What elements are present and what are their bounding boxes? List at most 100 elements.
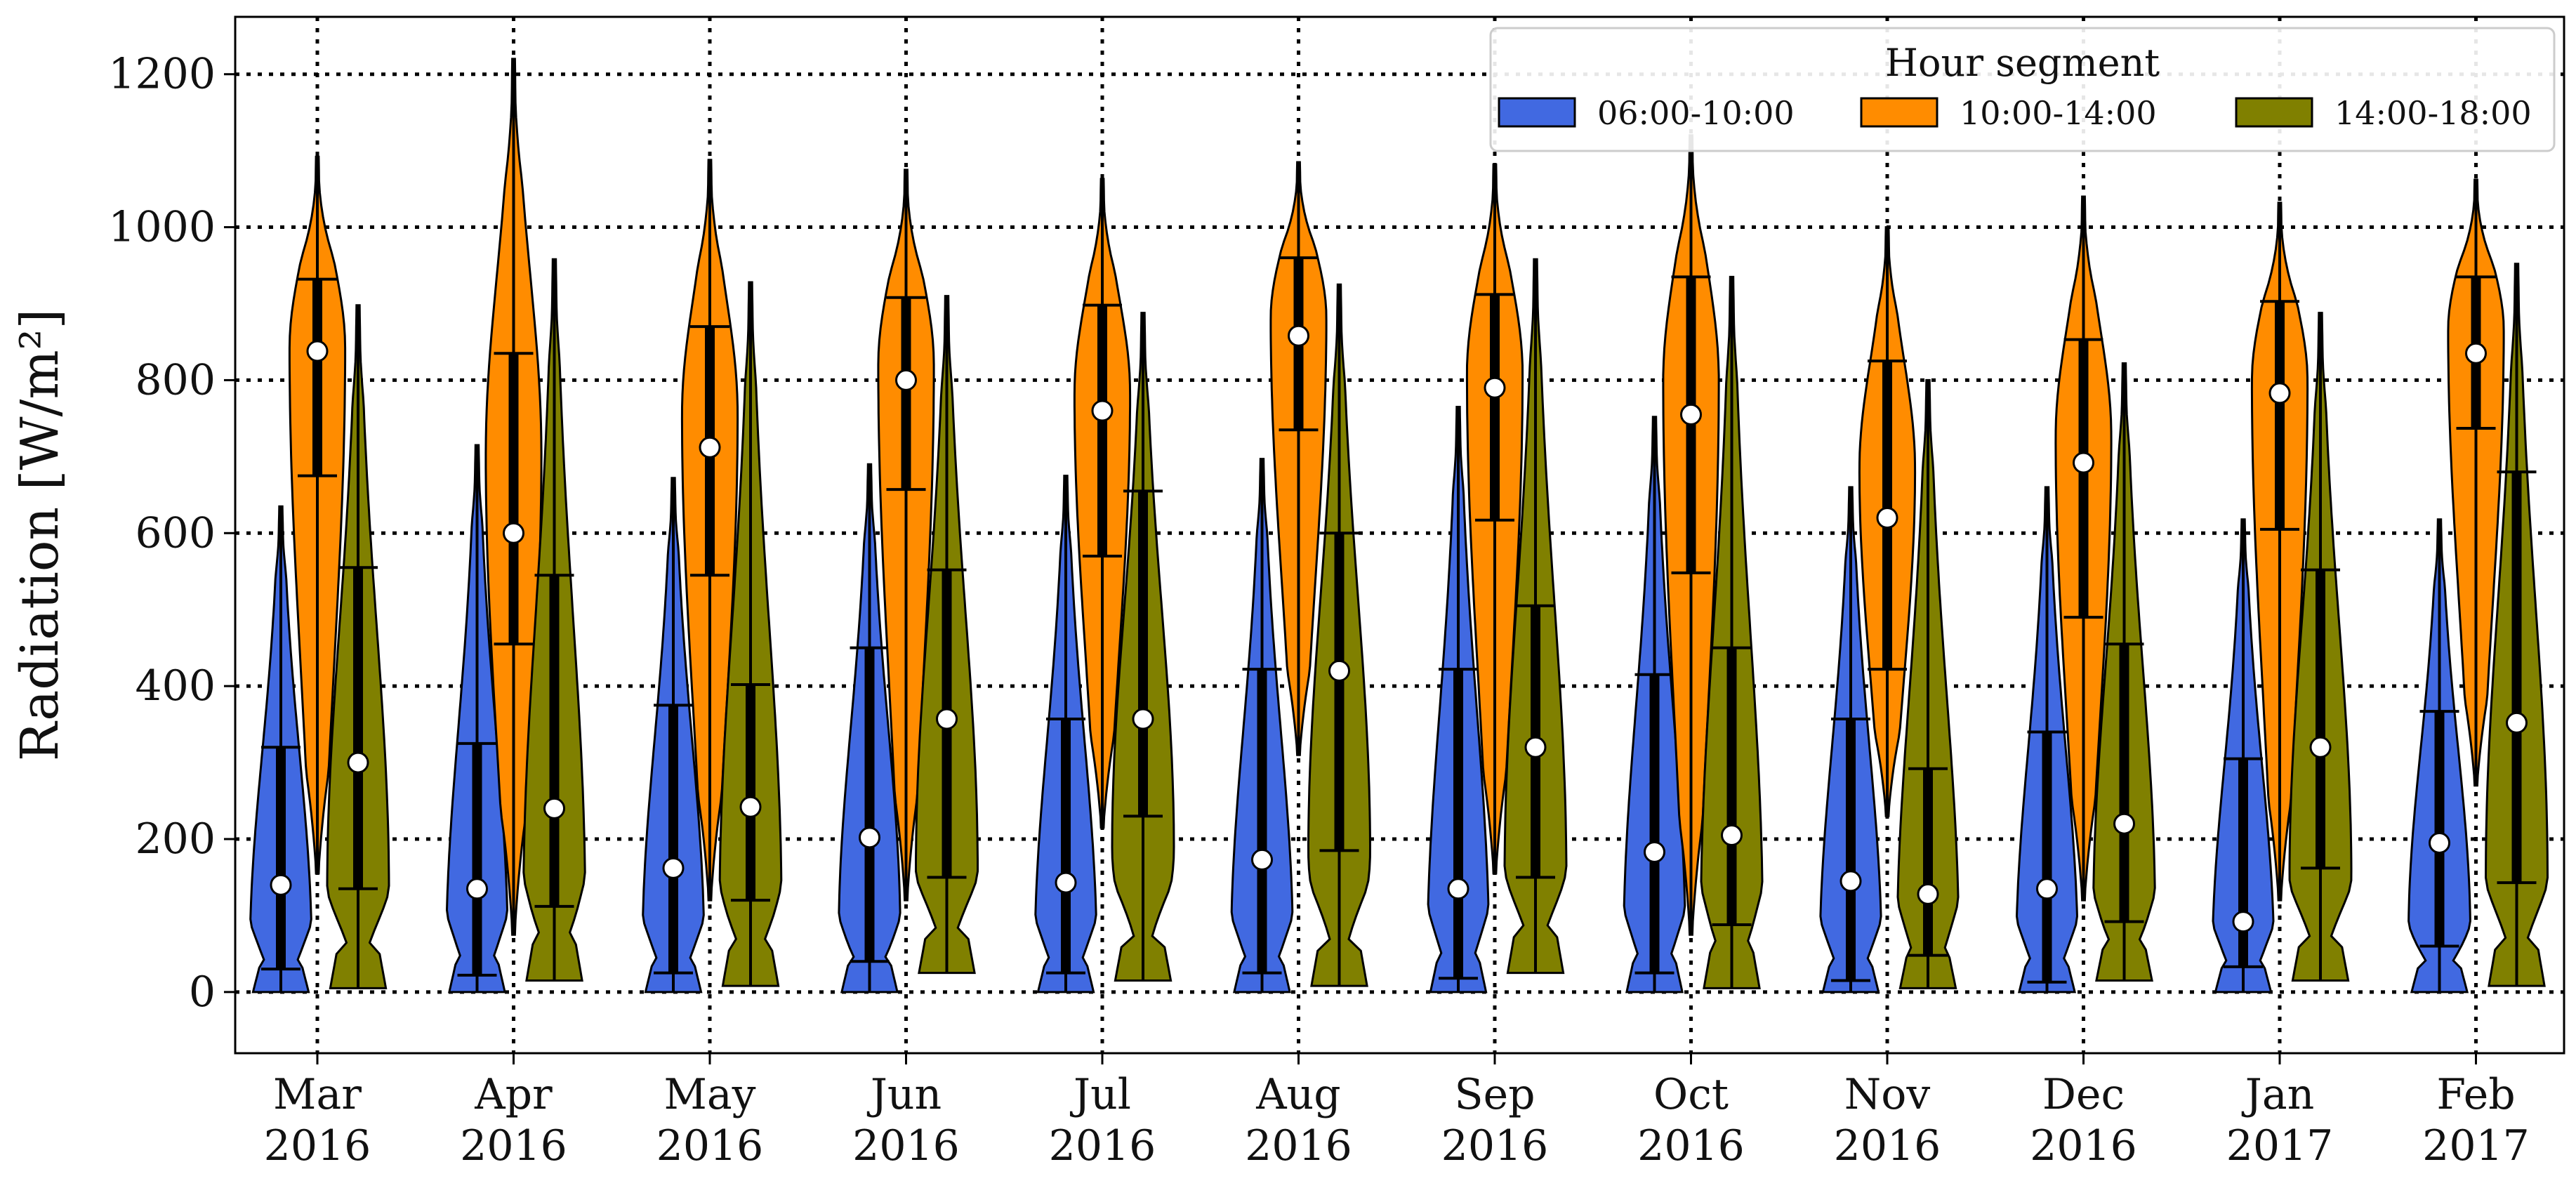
violin-median	[1132, 708, 1154, 730]
violin-iqr	[1923, 768, 1933, 956]
y-axis: 0 200 400 600 800 1000 1200	[108, 50, 235, 1017]
y-tick-label: 800	[135, 355, 216, 404]
x-tick-label-month: Mar	[273, 1070, 362, 1119]
violin-10:00-14:00	[484, 58, 543, 936]
x-tick-label-year: 2016	[1637, 1121, 1745, 1170]
violin-median	[1644, 841, 1665, 864]
violin-10:00-14:00	[2054, 195, 2113, 902]
y-tick-label: 400	[135, 661, 216, 711]
violin-median	[739, 796, 762, 818]
violin-median	[503, 522, 524, 544]
violin-06:00-10:00	[642, 477, 705, 994]
violin-iqr	[1097, 305, 1107, 556]
violin-iqr	[2078, 339, 2089, 618]
violin-iqr	[2119, 644, 2129, 922]
violin-iqr	[2042, 732, 2052, 982]
violin-14:00-18:00	[1700, 275, 1764, 989]
y-tick-label: 1200	[108, 50, 216, 99]
violin-10:00-14:00	[1073, 178, 1132, 829]
violin-median	[1524, 736, 1547, 758]
x-tick-label-month: Feb	[2436, 1070, 2515, 1119]
violin-median	[2232, 911, 2254, 933]
plot-frame	[234, 15, 2565, 1055]
violin-median	[2113, 812, 2135, 835]
violin-iqr	[549, 575, 560, 906]
violin-iqr	[1061, 718, 1071, 973]
x-tick-label-year: 2016	[460, 1121, 567, 1170]
x-tick-label-month: Aug	[1255, 1070, 1340, 1119]
x-tick-label-month: Oct	[1653, 1070, 1729, 1119]
x-tick-label-year: 2016	[264, 1121, 371, 1170]
violin-median	[1680, 403, 1702, 425]
violin-median	[466, 878, 488, 900]
legend: Hour segment 06:00-10:00 10:00-14:00 14:00-…	[1489, 27, 2556, 152]
violin-06:00-10:00	[2015, 486, 2079, 994]
legend-label: 10:00-14:00	[1960, 94, 2157, 132]
x-tick-label-month: Sep	[1454, 1070, 1535, 1119]
violin-iqr	[1334, 533, 1345, 851]
violin-06:00-10:00	[1427, 406, 1490, 994]
x-axis: Mar2016Apr2016May2016Jun2016Jul2016Aug20…	[264, 1053, 2530, 1170]
violin-10:00-14:00	[2447, 178, 2505, 787]
violin-iqr	[1257, 669, 1267, 973]
violin-iqr	[312, 279, 322, 476]
violin-median	[1484, 376, 1506, 399]
violin-iqr	[1649, 674, 1660, 973]
legend-title: Hour segment	[1885, 41, 2160, 85]
violin-06:00-10:00	[1230, 458, 1294, 994]
x-tick-label-year: 2016	[2030, 1121, 2137, 1170]
y-tick-label: 200	[135, 814, 216, 864]
violin-10:00-14:00	[1269, 161, 1328, 756]
violin-06:00-10:00	[1034, 475, 1097, 994]
violin-median	[347, 751, 369, 774]
x-tick-label-month: Apr	[474, 1070, 553, 1119]
violin-median	[1251, 848, 1273, 871]
violin-median	[1288, 324, 1309, 347]
violin-iqr	[668, 705, 678, 973]
violin-median	[699, 436, 721, 458]
violin-iqr	[864, 647, 875, 962]
y-tick-label: 600	[135, 508, 216, 557]
violin-06:00-10:00	[2407, 518, 2471, 994]
violin-median	[1839, 870, 1862, 892]
violin-06:00-10:00	[2212, 518, 2275, 994]
violin-iqr	[2316, 569, 2325, 869]
violin-iqr	[2434, 711, 2445, 946]
violin-median	[1876, 506, 1898, 529]
x-tick-label-year: 2016	[1245, 1121, 1352, 1170]
x-tick-label-year: 2016	[1049, 1121, 1156, 1170]
violin-14:00-18:00	[1896, 378, 1960, 989]
violin-median	[1328, 659, 1350, 682]
violin-iqr	[1726, 647, 1737, 925]
x-tick-label-month: Dec	[2042, 1070, 2125, 1119]
violin-median	[2073, 451, 2094, 474]
violin-06:00-10:00	[249, 505, 312, 994]
violin-median	[1917, 883, 1939, 905]
violin-iqr	[1453, 669, 1463, 979]
violin-median	[2465, 342, 2487, 364]
violin-iqr	[353, 567, 363, 889]
violin-median	[270, 873, 292, 896]
x-tick-label-month: May	[663, 1070, 755, 1119]
violin-06:00-10:00	[1623, 416, 1686, 994]
violin-median	[936, 708, 958, 730]
violin-10:00-14:00	[288, 155, 347, 875]
violin-14:00-18:00	[522, 258, 586, 982]
violin-14:00-18:00	[2092, 362, 2156, 982]
violin-median	[662, 857, 685, 879]
violin-median	[543, 797, 565, 819]
violin-median	[306, 340, 329, 362]
violin-iqr	[472, 743, 482, 975]
violin-median	[1091, 400, 1114, 422]
violin-10:00-14:00	[1662, 134, 1720, 936]
violin-median	[1721, 824, 1743, 847]
x-tick-label-year: 2017	[2226, 1121, 2334, 1170]
x-tick-label-year: 2017	[2422, 1121, 2530, 1170]
x-tick-label-year: 2016	[1834, 1121, 1941, 1170]
violin-iqr	[1138, 491, 1148, 817]
legend-swatch	[1860, 97, 1938, 128]
violin-median	[2429, 831, 2450, 854]
legend-label: 14:00-18:00	[2334, 94, 2532, 132]
legend-swatch	[1498, 97, 1576, 128]
